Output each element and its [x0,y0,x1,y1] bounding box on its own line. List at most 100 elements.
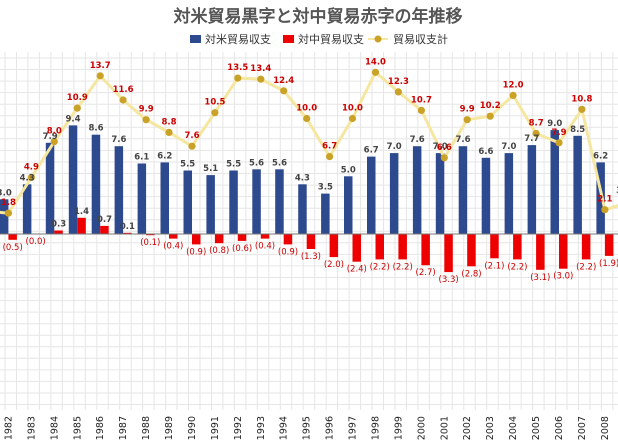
label-us: 7.6 [111,135,126,145]
total-point [348,114,357,123]
label-us: 7.6 [410,135,425,145]
label-total: 13.7 [90,61,111,71]
x-tick-label: 1999 [393,416,404,440]
legend-label-us: 対米貿易収支 [205,32,271,46]
label-total: 13.4 [250,64,271,74]
bar-us [435,153,445,234]
label-china: (3.3) [439,275,459,285]
label-total: 10.0 [342,104,363,114]
x-tick-label: 1998 [371,416,382,440]
x-tick-label: 2000 [416,416,427,440]
legend-marker-total [374,35,382,43]
label-us: 7.6 [455,135,470,145]
x-tick-label: 2007 [577,416,588,440]
bar-china [490,234,499,259]
label-china: (0.9) [186,247,206,257]
bar-china [169,234,178,239]
bar-china [8,234,17,240]
bar-china [306,234,316,249]
total-point [73,104,81,112]
bar-china [123,232,132,234]
total-point [417,106,425,114]
label-total: 12.0 [503,80,524,90]
total-point [371,68,380,76]
label-total: 7.6 [184,131,199,141]
bar-us [389,153,399,234]
x-tick-label: 1995 [302,416,313,440]
x-tick-label: 1987 [118,416,129,440]
x-tick-label: 1983 [26,416,37,440]
total-point [142,116,150,124]
total-point [440,154,448,162]
bar-us [298,184,307,234]
label-us: 5.6 [249,158,264,168]
bar-china [214,234,224,244]
label-total: 12.4 [273,76,294,86]
label-china: (3.0) [553,272,573,282]
label-china: (2.1) [484,261,504,271]
bar-china [237,234,247,241]
bar-us [367,156,376,234]
total-point [257,75,265,83]
bar-us [573,135,582,234]
label-total: 10.5 [204,98,225,108]
label-total: 12.3 [388,77,409,87]
label-china: (0.0) [26,237,46,247]
label-total: 8.8 [161,117,176,127]
label-us: 4.3 [295,173,310,183]
label-us: 7.0 [501,142,516,152]
bar-china [329,234,339,258]
bar-china [444,234,453,273]
bar-china [467,234,476,267]
label-us: 6.1 [134,153,149,163]
bar-group [0,125,614,273]
label-china: (2.7) [416,268,436,278]
label-total: 10.8 [571,94,592,104]
bar-china [375,234,384,260]
label-us: 6.7 [364,146,379,156]
label-us: 7.0 [433,142,448,152]
label-total: 9.9 [139,105,154,115]
x-tick-label: 1989 [164,416,175,440]
label-us: 8.6 [88,124,103,134]
x-tick-label: 1994 [279,416,290,440]
label-us: 9.4 [65,114,80,124]
total-point [96,72,104,80]
label-total: 10.9 [67,93,88,103]
x-tick-label: 2003 [485,416,496,440]
label-china: (0.4) [255,242,275,252]
x-tick-label: 2008 [600,416,611,440]
label-china: (0.9) [278,247,298,257]
x-tick-label: 1986 [95,416,106,440]
bar-china [146,234,155,236]
total-point [578,105,586,113]
x-tick-label: 2006 [554,416,565,440]
label-us: 3.5 [318,183,333,193]
bar-china [536,234,545,270]
label-us: 6.2 [157,151,172,161]
bar-us [0,199,9,234]
label-total: 2.1 [597,195,612,205]
total-point [211,109,219,117]
label-us: 7.0 [387,142,402,152]
label-total: 7.9 [551,128,566,138]
total-point [394,88,402,96]
x-tick-label: 1997 [348,416,359,440]
label-total: 4.9 [24,162,39,172]
label-us: 7.9 [43,132,58,142]
bar-china [54,230,63,234]
x-tick-label: 1992 [233,416,244,440]
legend: 対米貿易収支 対中貿易収支 貿易収支計 [190,32,448,46]
bar-china [581,234,591,260]
x-tick-label: 1991 [210,416,221,440]
label-china: (1.3) [301,252,321,262]
bar-us [160,162,169,234]
label-total: 13.5 [227,63,248,73]
label-us: 8.5 [570,125,585,135]
total-point [326,153,334,161]
bar-us [91,134,101,234]
label-china: (2.2) [576,262,596,272]
bar-us [412,146,422,234]
bar-china [352,234,361,262]
